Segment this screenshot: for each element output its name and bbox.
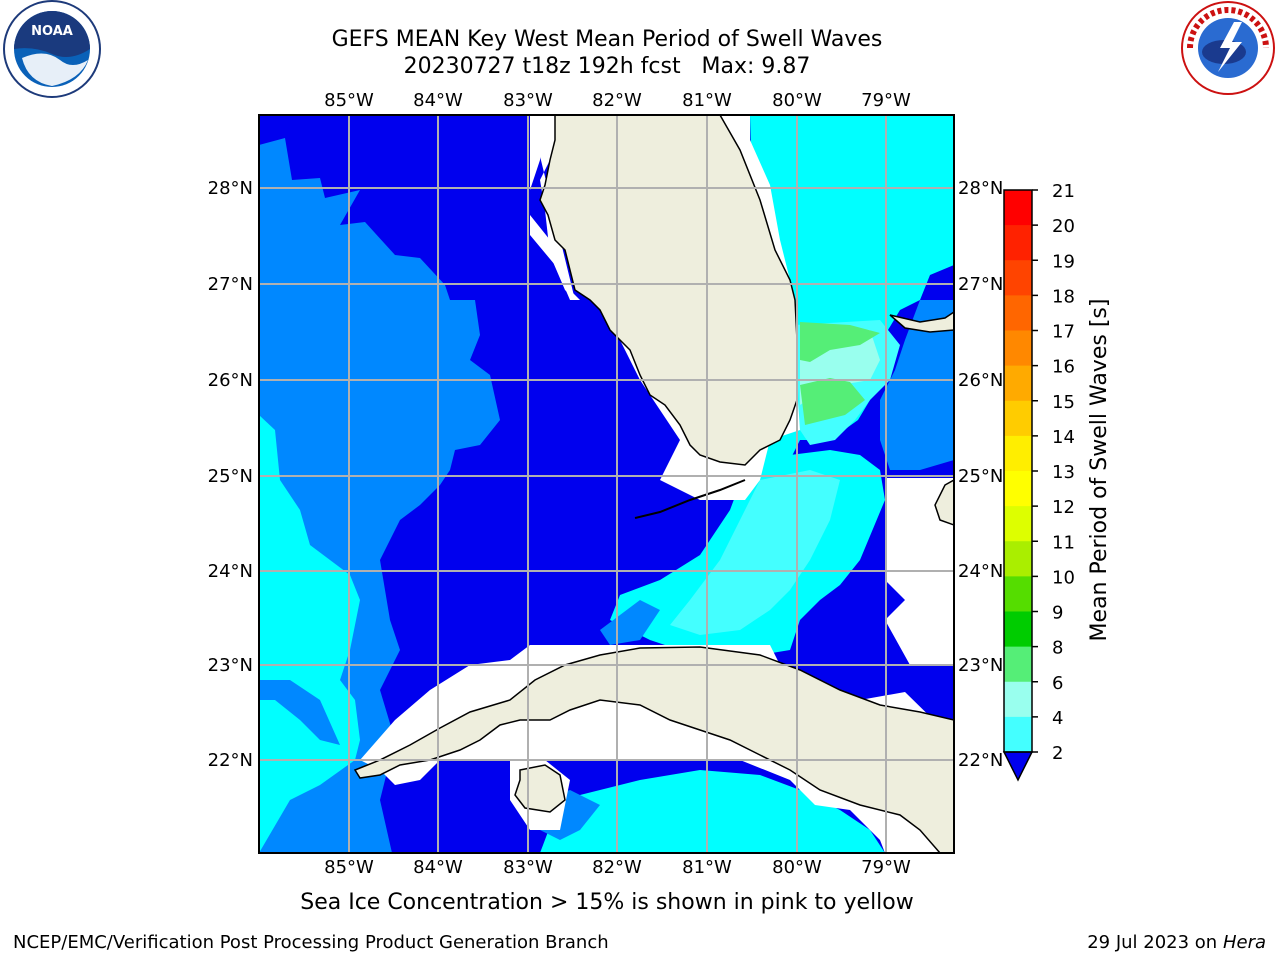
colorbar-label: Mean Period of Swell Waves [s] (1087, 299, 1112, 642)
colorbar-tick-label: 13 (1052, 462, 1075, 483)
swell-band-straits-blue (600, 600, 660, 645)
colorbar-cell (1004, 260, 1032, 296)
lat-labels: 28°N 27°N 26°N 25°N 24°N 23°N 22°N 28°N … (208, 178, 1004, 771)
colorbar-tick-label: 10 (1052, 567, 1075, 588)
lon-label-top: 84°W (413, 90, 463, 111)
lon-label-bottom: 81°W (682, 857, 732, 878)
lat-label-left: 25°N (208, 466, 253, 487)
colorbar-tick-label: 9 (1052, 603, 1063, 624)
lat-label-left: 26°N (208, 370, 253, 391)
footer-date-text: 29 Jul 2023 on (1087, 932, 1223, 953)
swell-band-9-10-north (800, 322, 880, 362)
lat-label-right: 22°N (958, 750, 1003, 771)
nodata-florida-west-edge (530, 115, 580, 300)
map-field (259, 115, 954, 853)
colorbar-tick-label: 12 (1052, 497, 1075, 518)
lat-label-left: 28°N (208, 178, 253, 199)
chart-subtitle-run: 20230727 t18z 192h fcst Max: 9.87 (403, 54, 811, 79)
lon-labels: 85°W 84°W 83°W 82°W 81°W 80°W 79°W 85°W … (324, 90, 911, 878)
colorbar-tick-label: 4 (1052, 708, 1063, 729)
lon-label-top: 81°W (682, 90, 732, 111)
colorbar-cell (1004, 190, 1032, 226)
graticule (259, 115, 954, 853)
colorbar-cell (1004, 681, 1032, 718)
lat-label-right: 26°N (958, 370, 1003, 391)
lon-label-bottom: 82°W (592, 857, 642, 878)
colorbar: 21 20 19 18 17 16 15 14 13 12 11 10 9 8 6 4 2 (1002, 181, 1075, 782)
colorbar-extend-arrow (1002, 751, 1034, 782)
colorbar-tick-label: 6 (1052, 673, 1063, 694)
colorbar-tick-label: 15 (1052, 392, 1075, 413)
colorbar-cell (1004, 471, 1032, 507)
colorbar-cell (1004, 716, 1032, 753)
footer-machine: Hera (1222, 932, 1266, 953)
colorbar-cell (1004, 295, 1032, 331)
nws-logo (1181, 1, 1275, 95)
lon-label-bottom: 80°W (772, 857, 822, 878)
lon-label-bottom: 84°W (413, 857, 463, 878)
chart-title: GEFS MEAN Key West Mean Period of Swell … (331, 27, 883, 52)
land-cuba (353, 646, 954, 853)
lat-label-right: 28°N (958, 178, 1003, 199)
swell-band-atlantic-blue (880, 300, 954, 470)
colorbar-tick-label: 2 (1052, 743, 1063, 764)
colorbar-cell (1004, 541, 1032, 577)
colorbar-tick-label: 8 (1052, 638, 1063, 659)
lat-label-right: 24°N (958, 561, 1003, 582)
svg-text:NOAA: NOAA (31, 24, 73, 39)
lat-label-left: 24°N (208, 561, 253, 582)
colorbar-tick-label: 20 (1052, 216, 1075, 237)
lon-label-bottom: 79°W (861, 857, 911, 878)
colorbar-cell (1004, 365, 1032, 402)
colorbar-tick-label: 11 (1052, 532, 1075, 553)
land-florida (539, 115, 798, 466)
colorbar-tick-label: 19 (1052, 251, 1075, 272)
lat-label-right: 25°N (958, 466, 1003, 487)
land-andros (934, 479, 954, 526)
sea-ice-note: Sea Ice Concentration > 15% is shown in … (300, 890, 914, 915)
colorbar-tick-label: 18 (1052, 286, 1075, 307)
swell-band-gulf-cyan (259, 415, 360, 853)
lat-label-right: 23°N (958, 655, 1003, 676)
colorbar-cell (1004, 330, 1032, 367)
noaa-logo: NOAA (3, 0, 101, 98)
colorbar-cell (1004, 506, 1032, 542)
colorbar-tick-label: 17 (1052, 322, 1075, 343)
colorbar-tick-label: 21 (1052, 181, 1075, 202)
lon-label-bottom: 85°W (324, 857, 374, 878)
lat-label-left: 27°N (208, 274, 253, 295)
lon-label-top: 80°W (772, 90, 822, 111)
swell-band-south-cuba (540, 770, 885, 853)
colorbar-cell (1004, 400, 1032, 437)
colorbar-cell (1004, 576, 1032, 612)
lon-label-top: 82°W (592, 90, 642, 111)
colorbar-cell (1004, 435, 1032, 472)
lat-label-right: 27°N (958, 274, 1003, 295)
swell-band-9-10-south (800, 378, 865, 425)
florida-keys (634, 479, 746, 519)
lat-label-left: 23°N (208, 655, 253, 676)
colorbar-tick-label: 14 (1052, 427, 1075, 448)
colorbar-cell (1004, 611, 1032, 648)
lon-label-bottom: 83°W (503, 857, 553, 878)
lon-label-top: 85°W (324, 90, 374, 111)
footer-date: 29 Jul 2023 on Hera (1087, 932, 1266, 953)
footer-producer: NCEP/EMC/Verification Post Processing Pr… (13, 932, 609, 953)
colorbar-tick-label: 16 (1052, 357, 1075, 378)
lat-label-left: 22°N (208, 750, 253, 771)
lon-label-top: 79°W (861, 90, 911, 111)
land-bahamas-north (889, 311, 954, 333)
colorbar-cell (1004, 225, 1032, 261)
map-frame (258, 114, 955, 854)
lon-label-top: 83°W (503, 90, 553, 111)
colorbar-cell (1004, 646, 1032, 683)
